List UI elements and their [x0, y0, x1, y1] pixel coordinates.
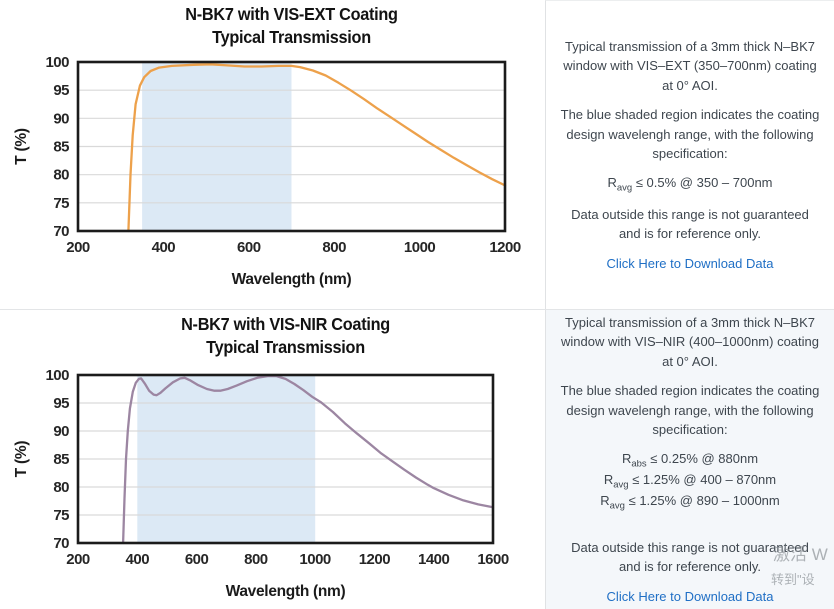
- spec-list: Rabs ≤ 0.25% @ 880nm Ravg ≤ 1.25% @ 400 –…: [560, 450, 820, 514]
- windows-activation-watermark-line2: 转到"设: [771, 572, 815, 587]
- y-tick-label: 100: [45, 54, 69, 71]
- x-tick-label: 800: [244, 551, 268, 568]
- x-tick-label: 200: [66, 239, 90, 256]
- spec-list: Ravg ≤ 0.5% @ 350 – 700nm: [560, 174, 820, 195]
- vis-nir-chart-cell: N-BK7 with VIS-NIR Coating Typical Trans…: [0, 310, 545, 609]
- chart-title: N-BK7 with VIS-NIR Coating: [181, 314, 390, 334]
- chart-title: N-BK7 with VIS-EXT Coating: [185, 4, 398, 24]
- panel-description: Typical transmission of a 3mm thick N–BK…: [563, 38, 817, 93]
- spec-line: Rabs ≤ 0.25% @ 880nm: [621, 450, 759, 470]
- x-tick-label: 400: [152, 239, 176, 256]
- x-tick-label: 1200: [359, 551, 391, 568]
- y-tick-label: 85: [53, 139, 69, 156]
- spec-line: Ravg ≤ 1.25% @ 890 – 1000nm: [600, 493, 780, 513]
- y-tick-label: 85: [53, 451, 69, 468]
- y-tick-label: 80: [53, 167, 69, 184]
- transmission-curve: [127, 63, 507, 233]
- plot-frame: [76, 373, 495, 545]
- x-tick-label: 600: [237, 239, 261, 256]
- panel-shaded-region-note: The blue shaded region indicates the coa…: [560, 107, 820, 162]
- vis-nir-section: N-BK7 with VIS-NIR Coating Typical Trans…: [0, 310, 834, 609]
- y-axis-label: T (%): [13, 441, 30, 478]
- x-tick-label: 1600: [477, 551, 509, 568]
- y-tick-label: 90: [53, 110, 69, 127]
- panel-disclaimer: Data outside this range is not guarantee…: [571, 539, 809, 575]
- x-axis-label: Wavelength (nm): [226, 583, 346, 600]
- panel-disclaimer: Data outside this range is not guarantee…: [571, 206, 809, 242]
- vis-ext-transmission-chart: 70 75 80 85 90 95 100 200 400 600 800 1000 1200 Wavel…: [13, 54, 521, 288]
- y-tick-label: 70: [53, 535, 69, 552]
- spec-line: Ravg ≤ 0.5% @ 350 – 700nm: [607, 174, 773, 194]
- chart-subtitle: Typical Transmission: [206, 337, 365, 357]
- x-tick-label: 1400: [418, 551, 450, 568]
- x-tick-label: 800: [322, 239, 346, 256]
- download-data-link[interactable]: Click Here to Download Data: [606, 588, 774, 604]
- chart-subtitle: Typical Transmission: [212, 27, 371, 47]
- y-tick-label: 75: [53, 195, 69, 212]
- y-tick-label: 70: [53, 223, 69, 240]
- vis-ext-section: N-BK7 with VIS-EXT Coating Typical Trans…: [0, 0, 834, 310]
- spec-line: Ravg ≤ 1.25% @ 400 – 870nm: [603, 472, 777, 491]
- panel-description: Typical transmission of a 3mm thick N–BK…: [561, 314, 819, 369]
- chart-title-block: N-BK7 with VIS-NIR Coating Typical Trans…: [93, 313, 479, 359]
- x-tick-label: 200: [66, 551, 90, 568]
- x-tick-label: 600: [185, 551, 209, 568]
- y-tick-label: 80: [53, 479, 69, 496]
- x-tick-label: 1200: [489, 239, 521, 256]
- vis-ext-chart-cell: N-BK7 with VIS-EXT Coating Typical Trans…: [0, 0, 545, 309]
- y-axis-label: T (%): [13, 128, 30, 165]
- vis-nir-info-panel: Typical transmission of a 3mm thick N–BK…: [545, 310, 834, 609]
- y-tick-label: 75: [53, 507, 69, 524]
- download-data-link[interactable]: Click Here to Download Data: [606, 255, 774, 271]
- x-tick-label: 1000: [299, 551, 331, 568]
- y-tick-label: 90: [53, 423, 69, 440]
- plot-frame: [76, 60, 507, 233]
- y-tick-label: 95: [53, 395, 69, 412]
- x-axis-label: Wavelength (nm): [232, 271, 352, 288]
- x-tick-label: 400: [126, 551, 150, 568]
- windows-activation-watermark-line1: 激活 W: [773, 545, 828, 564]
- x-tick-label: 1000: [404, 239, 436, 256]
- chart-title-block: N-BK7 with VIS-EXT Coating Typical Trans…: [93, 3, 490, 49]
- y-tick-label: 95: [53, 82, 69, 99]
- y-tick-label: 100: [45, 367, 69, 384]
- transmission-curve: [121, 374, 495, 545]
- vis-ext-info-panel: Typical transmission of a 3mm thick N–BK…: [545, 0, 834, 309]
- panel-shaded-region-note: The blue shaded region indicates the coa…: [560, 383, 820, 438]
- vis-nir-transmission-chart: 70 75 80 85 90 95 100 200 400 600 800 1000 1200 1400 1…: [13, 367, 509, 600]
